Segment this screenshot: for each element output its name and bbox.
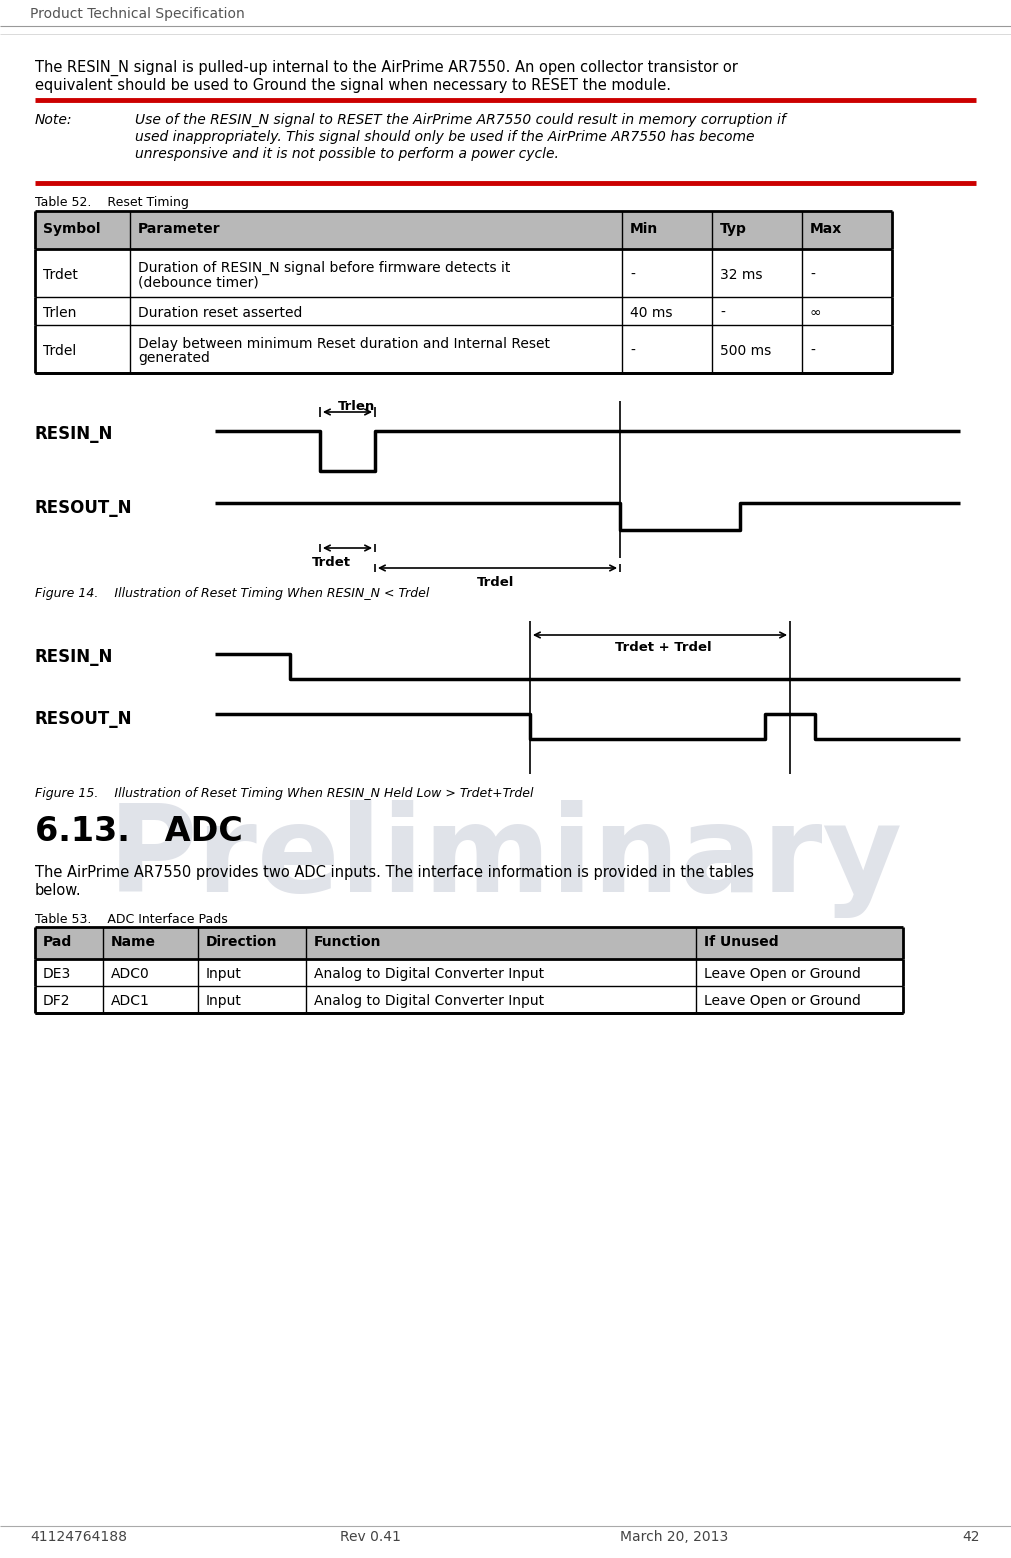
Text: generated: generated: [137, 351, 210, 365]
Text: 41124764188: 41124764188: [30, 1530, 127, 1544]
Text: Delay between minimum Reset duration and Internal Reset: Delay between minimum Reset duration and…: [137, 337, 550, 351]
Text: Figure 15.    Illustration of Reset Timing When RESIN_N Held Low > Trdet+Trdel: Figure 15. Illustration of Reset Timing …: [35, 787, 534, 799]
Text: Parameter: Parameter: [137, 221, 220, 235]
Text: Trdel: Trdel: [43, 344, 76, 358]
Text: 32 ms: 32 ms: [720, 268, 762, 282]
Text: RESOUT_N: RESOUT_N: [35, 499, 132, 517]
Text: Trdet: Trdet: [312, 556, 351, 569]
Text: used inappropriately. This signal should only be used if the AirPrime AR7550 has: used inappropriately. This signal should…: [135, 129, 754, 143]
Text: The AirPrime AR7550 provides two ADC inputs. The interface information is provid: The AirPrime AR7550 provides two ADC inp…: [35, 865, 754, 880]
Text: Preliminary: Preliminary: [107, 799, 903, 918]
Text: Product Technical Specification: Product Technical Specification: [30, 6, 245, 20]
Text: Trdet + Trdel: Trdet + Trdel: [615, 640, 712, 654]
Text: ∞: ∞: [810, 305, 822, 319]
Text: -: -: [810, 268, 815, 282]
Text: The RESIN_N signal is pulled-up internal to the AirPrime AR7550. An open collect: The RESIN_N signal is pulled-up internal…: [35, 61, 738, 76]
Text: If Unused: If Unused: [704, 935, 778, 949]
Text: -: -: [810, 344, 815, 358]
Text: Duration reset asserted: Duration reset asserted: [137, 305, 302, 319]
Text: Trlen: Trlen: [338, 400, 375, 413]
Text: Name: Name: [111, 935, 156, 949]
Text: equivalent should be used to Ground the signal when necessary to RESET the modul: equivalent should be used to Ground the …: [35, 78, 671, 93]
Text: Symbol: Symbol: [43, 221, 100, 235]
Text: 42: 42: [962, 1530, 980, 1544]
Text: RESOUT_N: RESOUT_N: [35, 710, 132, 728]
Text: Analog to Digital Converter Input: Analog to Digital Converter Input: [314, 968, 544, 982]
Text: -: -: [720, 305, 725, 319]
Text: Input: Input: [206, 994, 242, 1008]
Text: -: -: [630, 344, 635, 358]
Bar: [35, 210, 892, 249]
Bar: [35, 249, 892, 298]
Text: Duration of RESIN_N signal before firmware detects it: Duration of RESIN_N signal before firmwa…: [137, 262, 511, 276]
Text: ADC0: ADC0: [111, 968, 150, 982]
Text: Min: Min: [630, 221, 658, 235]
Text: ADC1: ADC1: [111, 994, 150, 1008]
Text: Input: Input: [206, 968, 242, 982]
Text: Table 53.    ADC Interface Pads: Table 53. ADC Interface Pads: [35, 913, 227, 925]
Bar: [35, 326, 892, 372]
Text: Trdel: Trdel: [477, 576, 515, 589]
Text: unresponsive and it is not possible to perform a power cycle.: unresponsive and it is not possible to p…: [135, 146, 559, 160]
Text: Direction: Direction: [206, 935, 277, 949]
Bar: [35, 960, 903, 986]
Text: Note:: Note:: [35, 114, 73, 128]
Text: DF2: DF2: [43, 994, 71, 1008]
Text: Function: Function: [314, 935, 381, 949]
Text: 6.13.   ADC: 6.13. ADC: [35, 815, 243, 848]
Text: Max: Max: [810, 221, 842, 235]
Text: Use of the RESIN_N signal to RESET the AirPrime AR7550 could result in memory co: Use of the RESIN_N signal to RESET the A…: [135, 114, 786, 128]
Text: (debounce timer): (debounce timer): [137, 276, 259, 288]
Text: March 20, 2013: March 20, 2013: [620, 1530, 728, 1544]
Text: DE3: DE3: [43, 968, 71, 982]
Text: -: -: [630, 268, 635, 282]
Text: Typ: Typ: [720, 221, 747, 235]
Bar: [35, 298, 892, 326]
Bar: [35, 986, 903, 1013]
Text: RESIN_N: RESIN_N: [35, 425, 113, 442]
Text: RESIN_N: RESIN_N: [35, 648, 113, 665]
Text: Table 52.    Reset Timing: Table 52. Reset Timing: [35, 196, 189, 209]
Text: 500 ms: 500 ms: [720, 344, 771, 358]
Text: Pad: Pad: [43, 935, 72, 949]
Text: Leave Open or Ground: Leave Open or Ground: [704, 968, 861, 982]
Text: Leave Open or Ground: Leave Open or Ground: [704, 994, 861, 1008]
Text: Trlen: Trlen: [43, 305, 77, 319]
Text: 40 ms: 40 ms: [630, 305, 672, 319]
Text: Analog to Digital Converter Input: Analog to Digital Converter Input: [314, 994, 544, 1008]
Text: Figure 14.    Illustration of Reset Timing When RESIN_N < Trdel: Figure 14. Illustration of Reset Timing …: [35, 587, 430, 600]
Text: below.: below.: [35, 883, 82, 897]
Text: Rev 0.41: Rev 0.41: [340, 1530, 401, 1544]
Bar: [35, 927, 903, 960]
Text: Trdet: Trdet: [43, 268, 78, 282]
